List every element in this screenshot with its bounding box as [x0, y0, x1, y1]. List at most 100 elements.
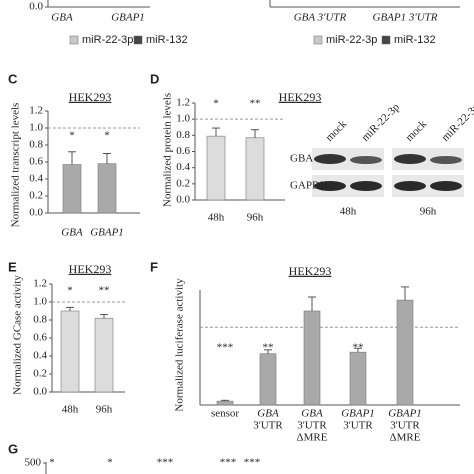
lane-label: miR-22-3p [359, 101, 402, 144]
significance: *** [217, 342, 234, 354]
y-tick-label: 0.2 [176, 177, 190, 189]
bar [349, 351, 367, 406]
x-tick-label: GBAP1 3'UTR [373, 12, 438, 24]
timepoint-label: 48h [340, 206, 357, 218]
chart-title: HEK293 [69, 90, 112, 104]
blot-band [350, 181, 382, 191]
bar [216, 400, 234, 406]
legend-label: miR-22-3p [82, 34, 133, 46]
chart-title: HEK293 [289, 264, 332, 278]
panel-label: E [8, 259, 17, 274]
y-tick-label: 0.4 [29, 173, 43, 185]
y-tick-label: 1.2 [176, 97, 190, 109]
y-tick-label: 0.0 [29, 1, 43, 13]
x-tick-label: 3'UTR [343, 420, 373, 432]
legend-swatch [133, 35, 143, 45]
y-tick-label: 1.0 [176, 113, 190, 125]
x-tick-label: 3'UTR [297, 420, 327, 432]
x-tick-label: 48h [62, 404, 79, 416]
y-tick-label: 0.2 [29, 190, 43, 202]
x-tick-label: GBA [301, 408, 323, 420]
legend-label: miR-22-3p [326, 34, 377, 46]
blot-band-bg [312, 148, 384, 170]
blot-band [350, 156, 382, 164]
panel-e: E HEK293 Normalized GCase activity 0.0 0.2 0.… [8, 259, 125, 416]
y-axis-label: Normalized luciferase activity [174, 278, 186, 412]
y-tick-label: 0.6 [176, 145, 190, 157]
legend-swatch [69, 35, 79, 45]
y-tick-label: 0.0 [29, 207, 43, 219]
x-tick-label: 96h [247, 212, 264, 224]
y-tick-label: 0.8 [176, 129, 190, 141]
blot-band-bg [392, 175, 464, 197]
x-tick-label: GBAP1 [111, 12, 145, 24]
blot-band-bg [392, 148, 464, 170]
bar [245, 137, 265, 201]
y-tick-label: 500 [25, 457, 42, 469]
row-label: GAPDH [290, 180, 328, 192]
panel-label: C [8, 71, 18, 86]
bar [259, 353, 277, 406]
y-tick-label: 1.2 [29, 105, 43, 117]
x-tick-label: GBAP1 [341, 408, 375, 420]
panel-label: G [8, 441, 18, 456]
y-axis-label: Normalized GCase activity [12, 275, 24, 395]
lane-label: miR-22-3p [439, 101, 474, 144]
significance: * [107, 457, 113, 469]
panel-a: 0.0 GBA GBAP1 miR-22-3p miR-132 [29, 0, 188, 46]
bar [396, 299, 414, 406]
y-tick-label: 1.2 [33, 278, 47, 290]
y-tick-label: 0.6 [29, 156, 43, 168]
significance: *** [244, 457, 261, 469]
significance: * [49, 457, 55, 469]
panel-c: C HEK293 Normalized transcript levels 0.0 0.… [8, 71, 140, 239]
panel-b: GBA 3'UTR GBAP1 3'UTR miR-22-3p miR-132 [269, 0, 460, 46]
chart-title: HEK293 [279, 90, 322, 104]
panel-d: D HEK293 Normalized protein levels 0.0 0.2 0.… [150, 71, 474, 223]
x-tick-label: GBA [51, 12, 73, 24]
significance: ** [263, 342, 274, 354]
y-tick-label: 0.0 [176, 194, 190, 206]
panel-label: F [150, 259, 158, 274]
legend-swatch [381, 35, 391, 45]
x-tick-label: 3'UTR [390, 420, 420, 432]
blot-band-bg [312, 175, 384, 197]
lane-label: mock [323, 118, 349, 144]
timepoint-label: 96h [420, 206, 437, 218]
lane-label: mock [403, 118, 429, 144]
significance: ** [250, 98, 261, 110]
y-axis-label: Normalized protein levels [162, 93, 174, 207]
bar [94, 317, 114, 393]
y-tick-label: 1.0 [33, 296, 47, 308]
y-tick-label: 0.4 [176, 161, 190, 173]
blot-band [394, 181, 426, 191]
bar [206, 135, 226, 201]
bar [303, 310, 321, 406]
blot-band [314, 181, 346, 191]
legend-swatch [313, 35, 323, 45]
blot-band [430, 181, 462, 191]
x-tick-label: 96h [96, 404, 113, 416]
significance: * [69, 130, 75, 142]
significance: ** [353, 342, 364, 354]
x-tick-label: ΔMRE [390, 432, 421, 444]
blot-band [430, 156, 462, 164]
y-tick-label: 0.2 [33, 368, 47, 380]
significance: ** [99, 285, 110, 297]
x-tick-label: GBA [257, 408, 279, 420]
legend-label: miR-132 [394, 34, 436, 46]
y-tick-label: 0.6 [33, 332, 47, 344]
x-tick-label: 48h [208, 212, 225, 224]
x-tick-label: ΔMRE [297, 432, 328, 444]
panel-f: F HEK293 Normalized luciferase activity sen… [150, 259, 460, 444]
bar [97, 163, 117, 214]
blot-band [314, 154, 346, 164]
x-tick-label: GBA 3'UTR [294, 12, 347, 24]
significance: * [213, 98, 219, 110]
x-tick-label: GBA [61, 227, 83, 239]
x-tick-label: sensor [211, 408, 239, 420]
significance: * [67, 285, 73, 297]
bar [60, 310, 80, 393]
y-tick-label: 0.8 [29, 139, 43, 151]
